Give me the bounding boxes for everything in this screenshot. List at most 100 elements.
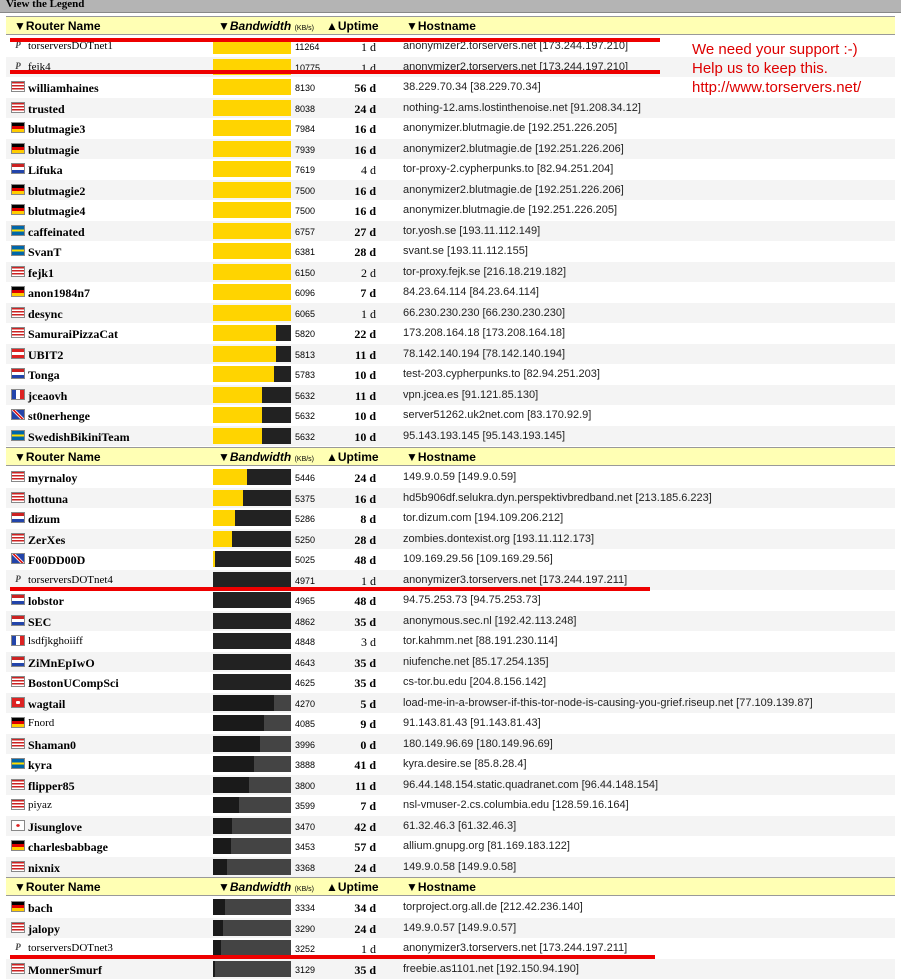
table-row[interactable]: williamhaines 8130 56 d 38.229.70.34 [38.22… [6,77,895,97]
table-row[interactable]: desync 6065 1 d 66.230.230.230 [66.230.230.… [6,302,895,323]
hostname-column-header[interactable]: ▼Hostname [406,19,476,33]
router-name-link[interactable]: BostonUCompSci [28,676,119,690]
table-row[interactable]: Lifuka 7619 4 d tor-proxy-2.cypherpunks.to … [6,159,895,179]
uptime-column-header[interactable]: ▲Uptime [326,19,379,33]
legend-bar[interactable]: View the Legend [0,0,901,13]
table-row[interactable]: Jisunglove 3470 42 d 61.32.46.3 [61.32.46.3… [6,815,895,836]
router-name-link[interactable]: jalopy [28,921,61,936]
router-name-link[interactable]: blutmagie [28,142,80,157]
table-row[interactable]: jceaovh 5632 11 d vpn.jcea.es [91.121.85.13… [6,384,895,405]
router-name-link[interactable]: SamuraiPizzaCat [28,327,118,341]
table-row[interactable]: dizum 5286 8 d tor.dizum.com [194.109.206.2… [6,508,895,528]
router-name-link[interactable]: Fnord [28,717,55,729]
router-name-link[interactable]: anon1984n7 [28,286,91,300]
table-row[interactable]: blutmagie2 7500 16 d anonymizer2.blutmagie.… [6,179,895,200]
router-name-link[interactable]: F00DD00D [28,553,86,567]
table-row[interactable]: ZerXes 5250 28 d zombies.dontexist.org [193… [6,528,895,549]
table-row[interactable]: MonnerSmurf 3129 35 d freebie.as1101.net [1… [6,958,895,979]
router-name-link[interactable]: ZiMnEpIwO [28,655,95,670]
router-name-link[interactable]: blutmagie3 [28,122,86,136]
table-row[interactable]: bach 3334 34 d torproject.org.all.de [212.4… [6,897,895,917]
table-row[interactable]: SvanT 6381 28 d svant.se [193.11.112.155] [6,241,895,261]
table-row[interactable]: fejk1 6150 2 d tor-proxy.fejk.se [216.18.21… [6,261,895,282]
table-row[interactable]: Fnord 4085 9 d 91.143.81.43 [91.143.81.43] [6,713,895,733]
router-name-link[interactable]: torserversDOTnet1 [28,40,113,52]
table-row[interactable]: charlesbabbage 3453 57 d allium.gnupg.org [… [6,836,895,856]
table-row[interactable]: blutmagie4 7500 16 d anonymizer.blutmagie.d… [6,200,895,220]
table-row[interactable]: blutmagie3 7984 16 d anonymizer.blutmagie.d… [6,118,895,138]
router-name-link[interactable]: wagtail [28,696,66,711]
hostname-column-header[interactable]: ▼Hostname [406,880,476,894]
router-column-header[interactable]: ▼Router Name [14,19,101,33]
router-name-link[interactable]: blutmagie2 [28,183,86,198]
table-row[interactable]: lobstor 4965 48 d 94.75.253.73 [94.75.253.7… [6,590,895,610]
router-name-link[interactable]: ZerXes [28,532,66,547]
table-row[interactable]: caffeinated 6757 27 d tor.yosh.se [193.11.1… [6,220,895,241]
router-name-link[interactable]: trusted [28,101,65,116]
hostname-column-header[interactable]: ▼Hostname [406,450,476,464]
table-row[interactable]: hottuna 5375 16 d hd5b906df.selukra.dyn.per… [6,487,895,508]
table-row[interactable]: piyaz 3599 7 d nsl-vmuser-2.cs.columbia.edu… [6,795,895,815]
table-row[interactable]: SEC 4862 35 d anonymous.sec.nl [192.42.113.… [6,610,895,631]
bandwidth-column-header[interactable]: ▼Bandwidth (KB/s) [218,19,315,33]
table-row[interactable]: BostonUCompSci 4625 35 d cs-tor.bu.edu [204… [6,672,895,692]
uptime-column-header[interactable]: ▲Uptime [326,450,379,464]
table-row[interactable]: trusted 8038 24 d nothing-12.ams.lostinthen… [6,97,895,118]
router-name-link[interactable]: MonnerSmurf [28,962,102,977]
router-name-link[interactable]: torserversDOTnet4 [28,573,113,586]
router-name-link[interactable]: myrnaloy [28,471,78,485]
router-name-link[interactable]: williamhaines [28,81,99,95]
router-name-link[interactable]: bach [28,901,53,915]
router-column-header[interactable]: ▼Router Name [14,880,101,894]
support-note-link[interactable]: http://www.torservers.net/ [692,79,862,96]
bandwidth-column-header[interactable]: ▼Bandwidth (KB/s) [218,880,315,894]
router-name-link[interactable]: jceaovh [28,388,68,403]
table-row[interactable]: lsdfjkghoiiff 4848 3 d tor.kahmm.net [88.19… [6,631,895,651]
router-name-link[interactable]: piyaz [28,799,52,811]
router-name-link[interactable]: SvanT [28,245,62,259]
table-row[interactable]: SwedishBikiniTeam 5632 10 d 95.143.193.145 … [6,425,895,446]
router-name-link[interactable]: SwedishBikiniTeam [28,429,130,444]
table-row[interactable]: blutmagie 7939 16 d anonymizer2.blutmagie.d… [6,138,895,159]
router-name-link[interactable]: SEC [28,614,52,629]
table-row[interactable]: Shaman0 3996 0 d 180.149.96.69 [180.149.96.… [6,733,895,754]
router-name-link[interactable]: desync [28,306,63,321]
router-name-link[interactable]: UBIT2 [28,347,64,362]
router-name-link[interactable]: lobstor [28,594,64,608]
router-name-link[interactable]: flipper85 [28,778,75,793]
router-name-link[interactable]: Tonga [28,368,60,382]
router-name-link[interactable]: fejk1 [28,265,54,280]
table-row[interactable]: UBIT2 5813 11 d 78.142.140.194 [78.142.140.… [6,343,895,364]
router-name-link[interactable]: charlesbabbage [28,840,109,854]
table-row[interactable]: nixnix 3368 24 d 149.9.0.58 [149.9.0.58] [6,856,895,877]
router-name-link[interactable]: st0nerhenge [28,409,90,423]
table-row[interactable]: ZiMnEpIwO 4643 35 d niufenche.net [85.17.25… [6,651,895,672]
table-row[interactable]: F00DD00D 5025 48 d 109.169.29.56 [109.169.2… [6,549,895,569]
table-row[interactable]: wagtail 4270 5 d load-me-in-a-browser-if-th… [6,692,895,713]
table-row[interactable]: st0nerhenge 5632 10 d server51262.uk2net.co… [6,405,895,425]
table-row[interactable]: anon1984n7 6096 7 d 84.23.64.114 [84.23.64.… [6,282,895,302]
table-row[interactable]: kyra 3888 41 d kyra.desire.se [85.8.28.4] [6,754,895,774]
router-name-link[interactable]: dizum [28,512,61,526]
table-row[interactable]: flipper85 3800 11 d 96.44.148.154.static.qu… [6,774,895,795]
router-name-link[interactable]: kyra [28,758,52,772]
legend-link[interactable]: View the Legend [6,0,85,10]
router-column-header[interactable]: ▼Router Name [14,450,101,464]
router-name-link[interactable]: fejk4 [28,60,51,73]
table-row[interactable]: jalopy 3290 24 d 149.9.0.57 [149.9.0.57] [6,917,895,938]
router-name-link[interactable]: Lifuka [28,163,63,177]
uptime-column-header[interactable]: ▲Uptime [326,880,379,894]
router-name-link[interactable]: hottuna [28,491,69,506]
bandwidth-column-header[interactable]: ▼Bandwidth (KB/s) [218,450,315,464]
router-name-link[interactable]: nixnix [28,860,61,875]
router-name-link[interactable]: blutmagie4 [28,204,86,218]
router-name-link[interactable]: torserversDOTnet3 [28,942,113,954]
table-row[interactable]: Tonga 5783 10 d test-203.cypherpunks.to [82… [6,364,895,384]
router-name-link[interactable]: lsdfjkghoiiff [28,635,83,647]
router-name-link[interactable]: Shaman0 [28,737,77,752]
table-row[interactable]: SamuraiPizzaCat 5820 22 d 173.208.164.18 [1… [6,323,895,343]
table-row[interactable]: myrnaloy 5446 24 d 149.9.0.59 [149.9.0.59] [6,467,895,487]
